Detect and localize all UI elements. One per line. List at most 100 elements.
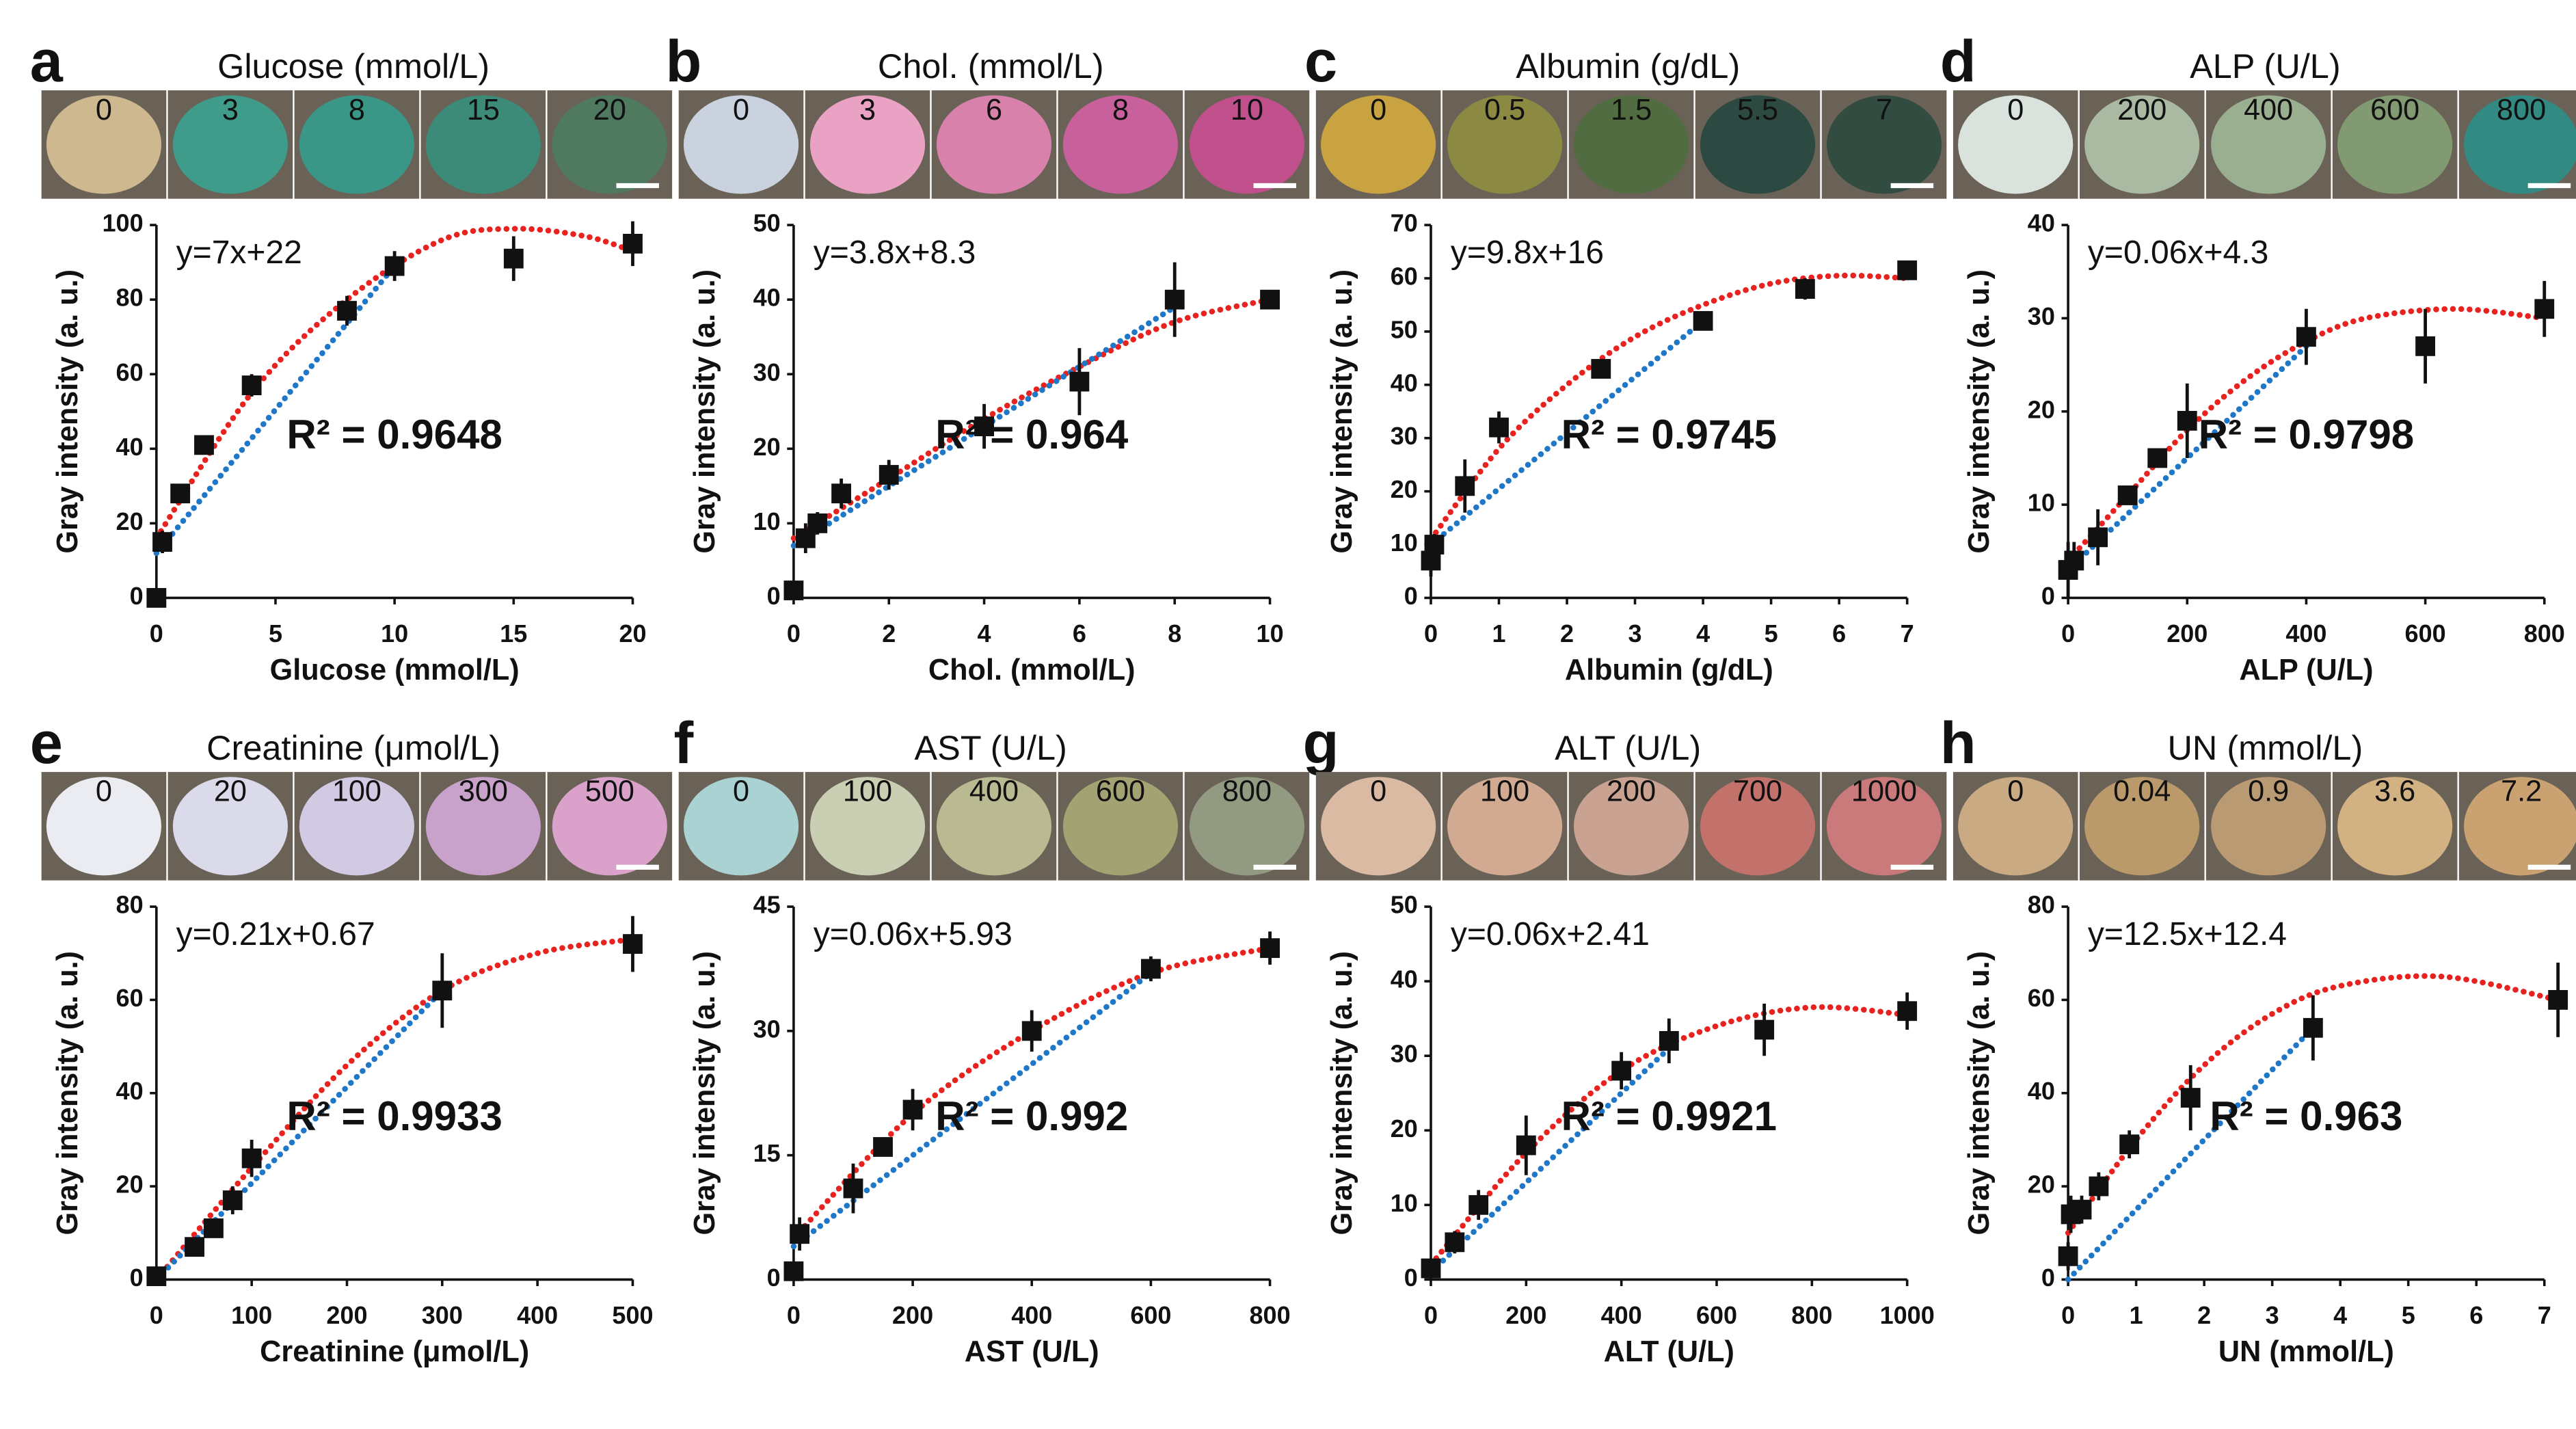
data-point xyxy=(1069,371,1090,392)
spot-label: 0 xyxy=(733,775,749,808)
x-tick-label: 200 xyxy=(2166,619,2208,647)
y-tick-label: 80 xyxy=(116,891,144,919)
sample-spot xyxy=(2211,777,2326,876)
panel-letter: a xyxy=(30,29,64,94)
spot-label: 0 xyxy=(96,94,112,126)
x-tick-label: 800 xyxy=(1791,1301,1832,1329)
x-tick-label: 2 xyxy=(2197,1301,2211,1329)
fit-equation: y=0.21x+0.67 xyxy=(176,916,375,952)
data-point xyxy=(2064,550,2084,571)
x-tick-label: 4 xyxy=(978,619,991,647)
data-point xyxy=(2119,1134,2140,1155)
x-tick-label: 1 xyxy=(1492,619,1506,647)
data-point xyxy=(2415,336,2436,356)
sample-spot xyxy=(1062,95,1179,194)
data-point xyxy=(170,483,191,504)
data-point xyxy=(1455,476,1475,496)
sample-spot xyxy=(683,777,799,876)
y-tick-label: 80 xyxy=(2028,891,2055,919)
sample-spot xyxy=(299,95,414,194)
x-axis-label: ALP (U/L) xyxy=(2239,654,2373,686)
spot-label: 0.04 xyxy=(2113,775,2171,808)
x-axis-label: Albumin (g/dL) xyxy=(1565,654,1773,686)
data-point xyxy=(152,532,172,552)
sample-spot xyxy=(1958,777,2074,876)
x-tick-label: 3 xyxy=(2266,1301,2279,1329)
y-tick-label: 40 xyxy=(1391,369,1418,397)
x-tick-label: 6 xyxy=(1073,619,1086,647)
spot-label: 20 xyxy=(214,775,247,808)
y-tick-label: 60 xyxy=(2028,984,2055,1012)
sample-spot xyxy=(936,95,1052,194)
sample-spot xyxy=(1574,95,1689,194)
data-point xyxy=(1140,959,1161,979)
linear-fit xyxy=(153,263,398,557)
spot-label: 400 xyxy=(2244,94,2293,126)
y-tick-label: 40 xyxy=(2028,1077,2055,1105)
x-tick-label: 0 xyxy=(2061,1301,2075,1329)
panel-title: Creatinine (μmol/L) xyxy=(206,728,500,767)
panel-title: Glucose (mmol/L) xyxy=(217,46,489,85)
y-tick-label: 20 xyxy=(2028,1171,2055,1199)
data-point xyxy=(831,483,851,504)
panel-letter: e xyxy=(30,710,63,776)
y-tick-label: 50 xyxy=(1391,315,1418,343)
spot-label: 1.5 xyxy=(1611,94,1652,126)
x-axis-label: Chol. (mmol/L) xyxy=(928,654,1136,686)
y-tick-label: 10 xyxy=(2028,489,2055,517)
y-tick-label: 20 xyxy=(2028,395,2055,423)
data-point xyxy=(783,1261,804,1281)
x-tick-label: 200 xyxy=(326,1301,367,1329)
data-point xyxy=(2071,1199,2092,1220)
sample-spot xyxy=(552,95,667,194)
data-point xyxy=(2303,1017,2323,1038)
y-tick-label: 40 xyxy=(753,284,781,312)
y-tick-label: 20 xyxy=(1391,475,1418,503)
polynomial-fit xyxy=(790,296,1273,542)
data-point xyxy=(1693,310,1713,331)
x-tick-label: 1000 xyxy=(1880,1301,1935,1329)
sample-spot xyxy=(46,777,162,876)
x-tick-label: 0 xyxy=(150,1301,163,1329)
x-tick-label: 200 xyxy=(1505,1301,1546,1329)
x-axis-label: AST (U/L) xyxy=(965,1335,1099,1368)
x-tick-label: 0 xyxy=(1424,1301,1438,1329)
y-tick-label: 60 xyxy=(1391,263,1418,291)
sample-spot xyxy=(683,95,799,194)
spot-label: 0 xyxy=(1370,94,1386,126)
spot-label: 700 xyxy=(1733,775,1782,808)
spot-label: 800 xyxy=(2497,94,2546,126)
x-axis-label: Creatinine (μmol/L) xyxy=(260,1335,529,1368)
y-tick-label: 10 xyxy=(753,507,781,535)
linear-fit xyxy=(2065,1025,2316,1283)
data-point xyxy=(432,980,453,1001)
x-tick-label: 5 xyxy=(2402,1301,2415,1329)
y-tick-label: 0 xyxy=(130,582,144,610)
data-point xyxy=(783,580,804,600)
spot-label: 7.2 xyxy=(2501,775,2542,808)
y-tick-label: 30 xyxy=(1391,422,1418,450)
panel-letter: h xyxy=(1940,710,1976,776)
spot-label: 300 xyxy=(459,775,508,808)
sample-spot xyxy=(936,777,1052,876)
sample-spot xyxy=(1321,777,1436,876)
sample-spot xyxy=(2084,95,2200,194)
y-axis-label: Gray intensity (a. u.) xyxy=(688,269,721,554)
x-tick-label: 100 xyxy=(231,1301,272,1329)
data-point xyxy=(1260,289,1280,310)
fit-equation: y=0.06x+4.3 xyxy=(2088,235,2268,271)
data-point xyxy=(2058,1246,2078,1266)
x-tick-label: 7 xyxy=(2538,1301,2551,1329)
sample-spot xyxy=(1447,777,1563,876)
y-tick-label: 0 xyxy=(1404,1264,1418,1292)
spot-label: 20 xyxy=(593,94,626,126)
sample-spot xyxy=(2337,777,2453,876)
linear-fit xyxy=(2065,343,2309,573)
sample-spot xyxy=(2084,777,2200,876)
r-squared: R² = 0.963 xyxy=(2210,1093,2402,1139)
sample-spot xyxy=(1826,777,1942,876)
x-tick-label: 0 xyxy=(1424,619,1438,647)
sample-spot xyxy=(1189,95,1305,194)
spot-label: 100 xyxy=(1480,775,1529,808)
